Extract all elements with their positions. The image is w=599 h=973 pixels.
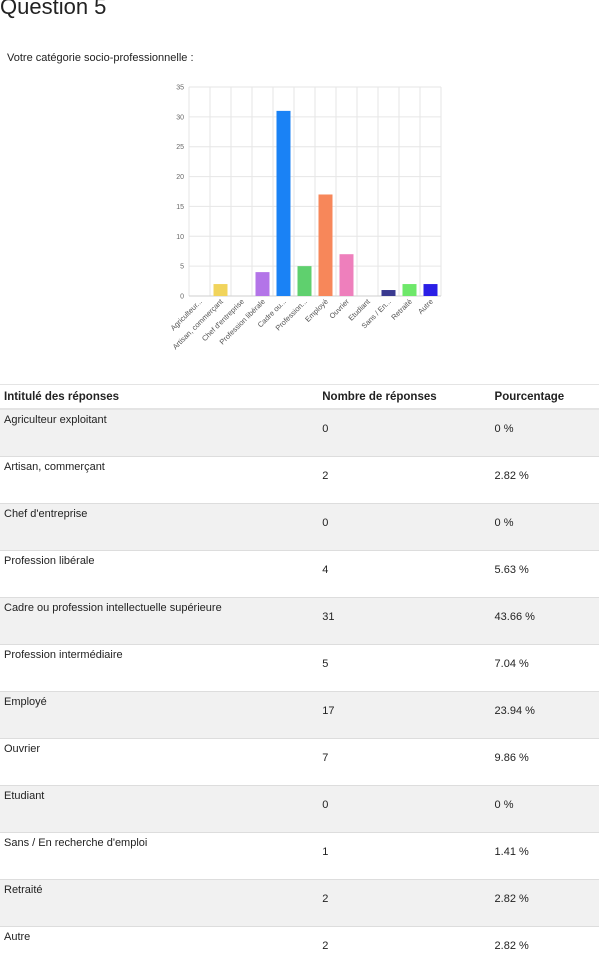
cell-count: 4 <box>318 551 490 598</box>
bar <box>319 194 333 296</box>
cell-label: Retraité <box>0 880 318 927</box>
cell-count: 2 <box>318 457 490 504</box>
cell-percent: 43.66 % <box>491 598 599 645</box>
cell-count: 17 <box>318 692 490 739</box>
cell-count: 2 <box>318 927 490 973</box>
cell-percent: 5.63 % <box>491 551 599 598</box>
y-tick-label: 10 <box>176 234 184 241</box>
y-tick-label: 30 <box>176 114 184 121</box>
cell-count: 2 <box>318 880 490 927</box>
header-count: Nombre de réponses <box>318 385 490 410</box>
chart-bars <box>214 111 438 296</box>
x-tick-label: Autre <box>416 297 435 316</box>
cell-label: Profession libérale <box>0 551 318 598</box>
cell-label: Chef d'entreprise <box>0 504 318 551</box>
cell-count: 0 <box>318 786 490 833</box>
bar <box>424 284 438 296</box>
cell-percent: 0 % <box>491 409 599 457</box>
y-tick-label: 0 <box>180 294 184 301</box>
bar <box>277 111 291 296</box>
cell-percent: 23.94 % <box>491 692 599 739</box>
y-tick-label: 15 <box>176 204 184 211</box>
cell-count: 0 <box>318 409 490 457</box>
question-subtitle: Votre catégorie socio-professionnelle : <box>7 52 194 64</box>
bar <box>403 284 417 296</box>
chart-grid <box>189 87 441 296</box>
table-header-row: Intitulé des réponses Nombre de réponses… <box>0 385 599 410</box>
chart-y-ticks: 0 5 10 15 20 25 30 35 <box>176 85 184 301</box>
bar <box>298 266 312 296</box>
cell-percent: 2.82 % <box>491 457 599 504</box>
bar <box>214 284 228 296</box>
cell-percent: 9.86 % <box>491 739 599 786</box>
x-tick-label: Employé <box>303 297 330 324</box>
header-percent: Pourcentage <box>491 385 599 410</box>
x-tick-label: Retraité <box>389 297 414 322</box>
y-tick-label: 25 <box>176 144 184 151</box>
cell-label: Cadre ou profession intellectuelle supér… <box>0 598 318 645</box>
bar <box>382 290 396 296</box>
y-tick-label: 20 <box>176 174 184 181</box>
bar <box>340 254 354 296</box>
cell-label: Employé <box>0 692 318 739</box>
bar <box>256 272 270 296</box>
cell-count: 31 <box>318 598 490 645</box>
y-tick-label: 5 <box>180 264 184 271</box>
cell-label: Artisan, commerçant <box>0 457 318 504</box>
y-tick-label: 35 <box>176 85 184 92</box>
results-table: Intitulé des réponses Nombre de réponses… <box>0 384 599 973</box>
cell-percent: 7.04 % <box>491 645 599 692</box>
table-row: Cadre ou profession intellectuelle supér… <box>0 598 599 645</box>
cell-label: Ouvrier <box>0 739 318 786</box>
cell-percent: 2.82 % <box>491 927 599 973</box>
question-title: Question 5 <box>0 0 106 20</box>
cell-label: Autre <box>0 927 318 973</box>
cell-label: Profession intermédiaire <box>0 645 318 692</box>
cell-percent: 1.41 % <box>491 833 599 880</box>
bar-chart: 0 5 10 15 20 25 30 35 Agriculteur...Artisan, co… <box>0 76 599 376</box>
cell-percent: 2.82 % <box>491 880 599 927</box>
cell-count: 1 <box>318 833 490 880</box>
cell-percent: 0 % <box>491 504 599 551</box>
cell-label: Sans / En recherche d'emploi <box>0 833 318 880</box>
cell-percent: 0 % <box>491 786 599 833</box>
cell-count: 0 <box>318 504 490 551</box>
cell-count: 7 <box>318 739 490 786</box>
cell-count: 5 <box>318 645 490 692</box>
header-label: Intitulé des réponses <box>0 385 318 410</box>
cell-label: Agriculteur exploitant <box>0 409 318 457</box>
cell-label: Etudiant <box>0 786 318 833</box>
